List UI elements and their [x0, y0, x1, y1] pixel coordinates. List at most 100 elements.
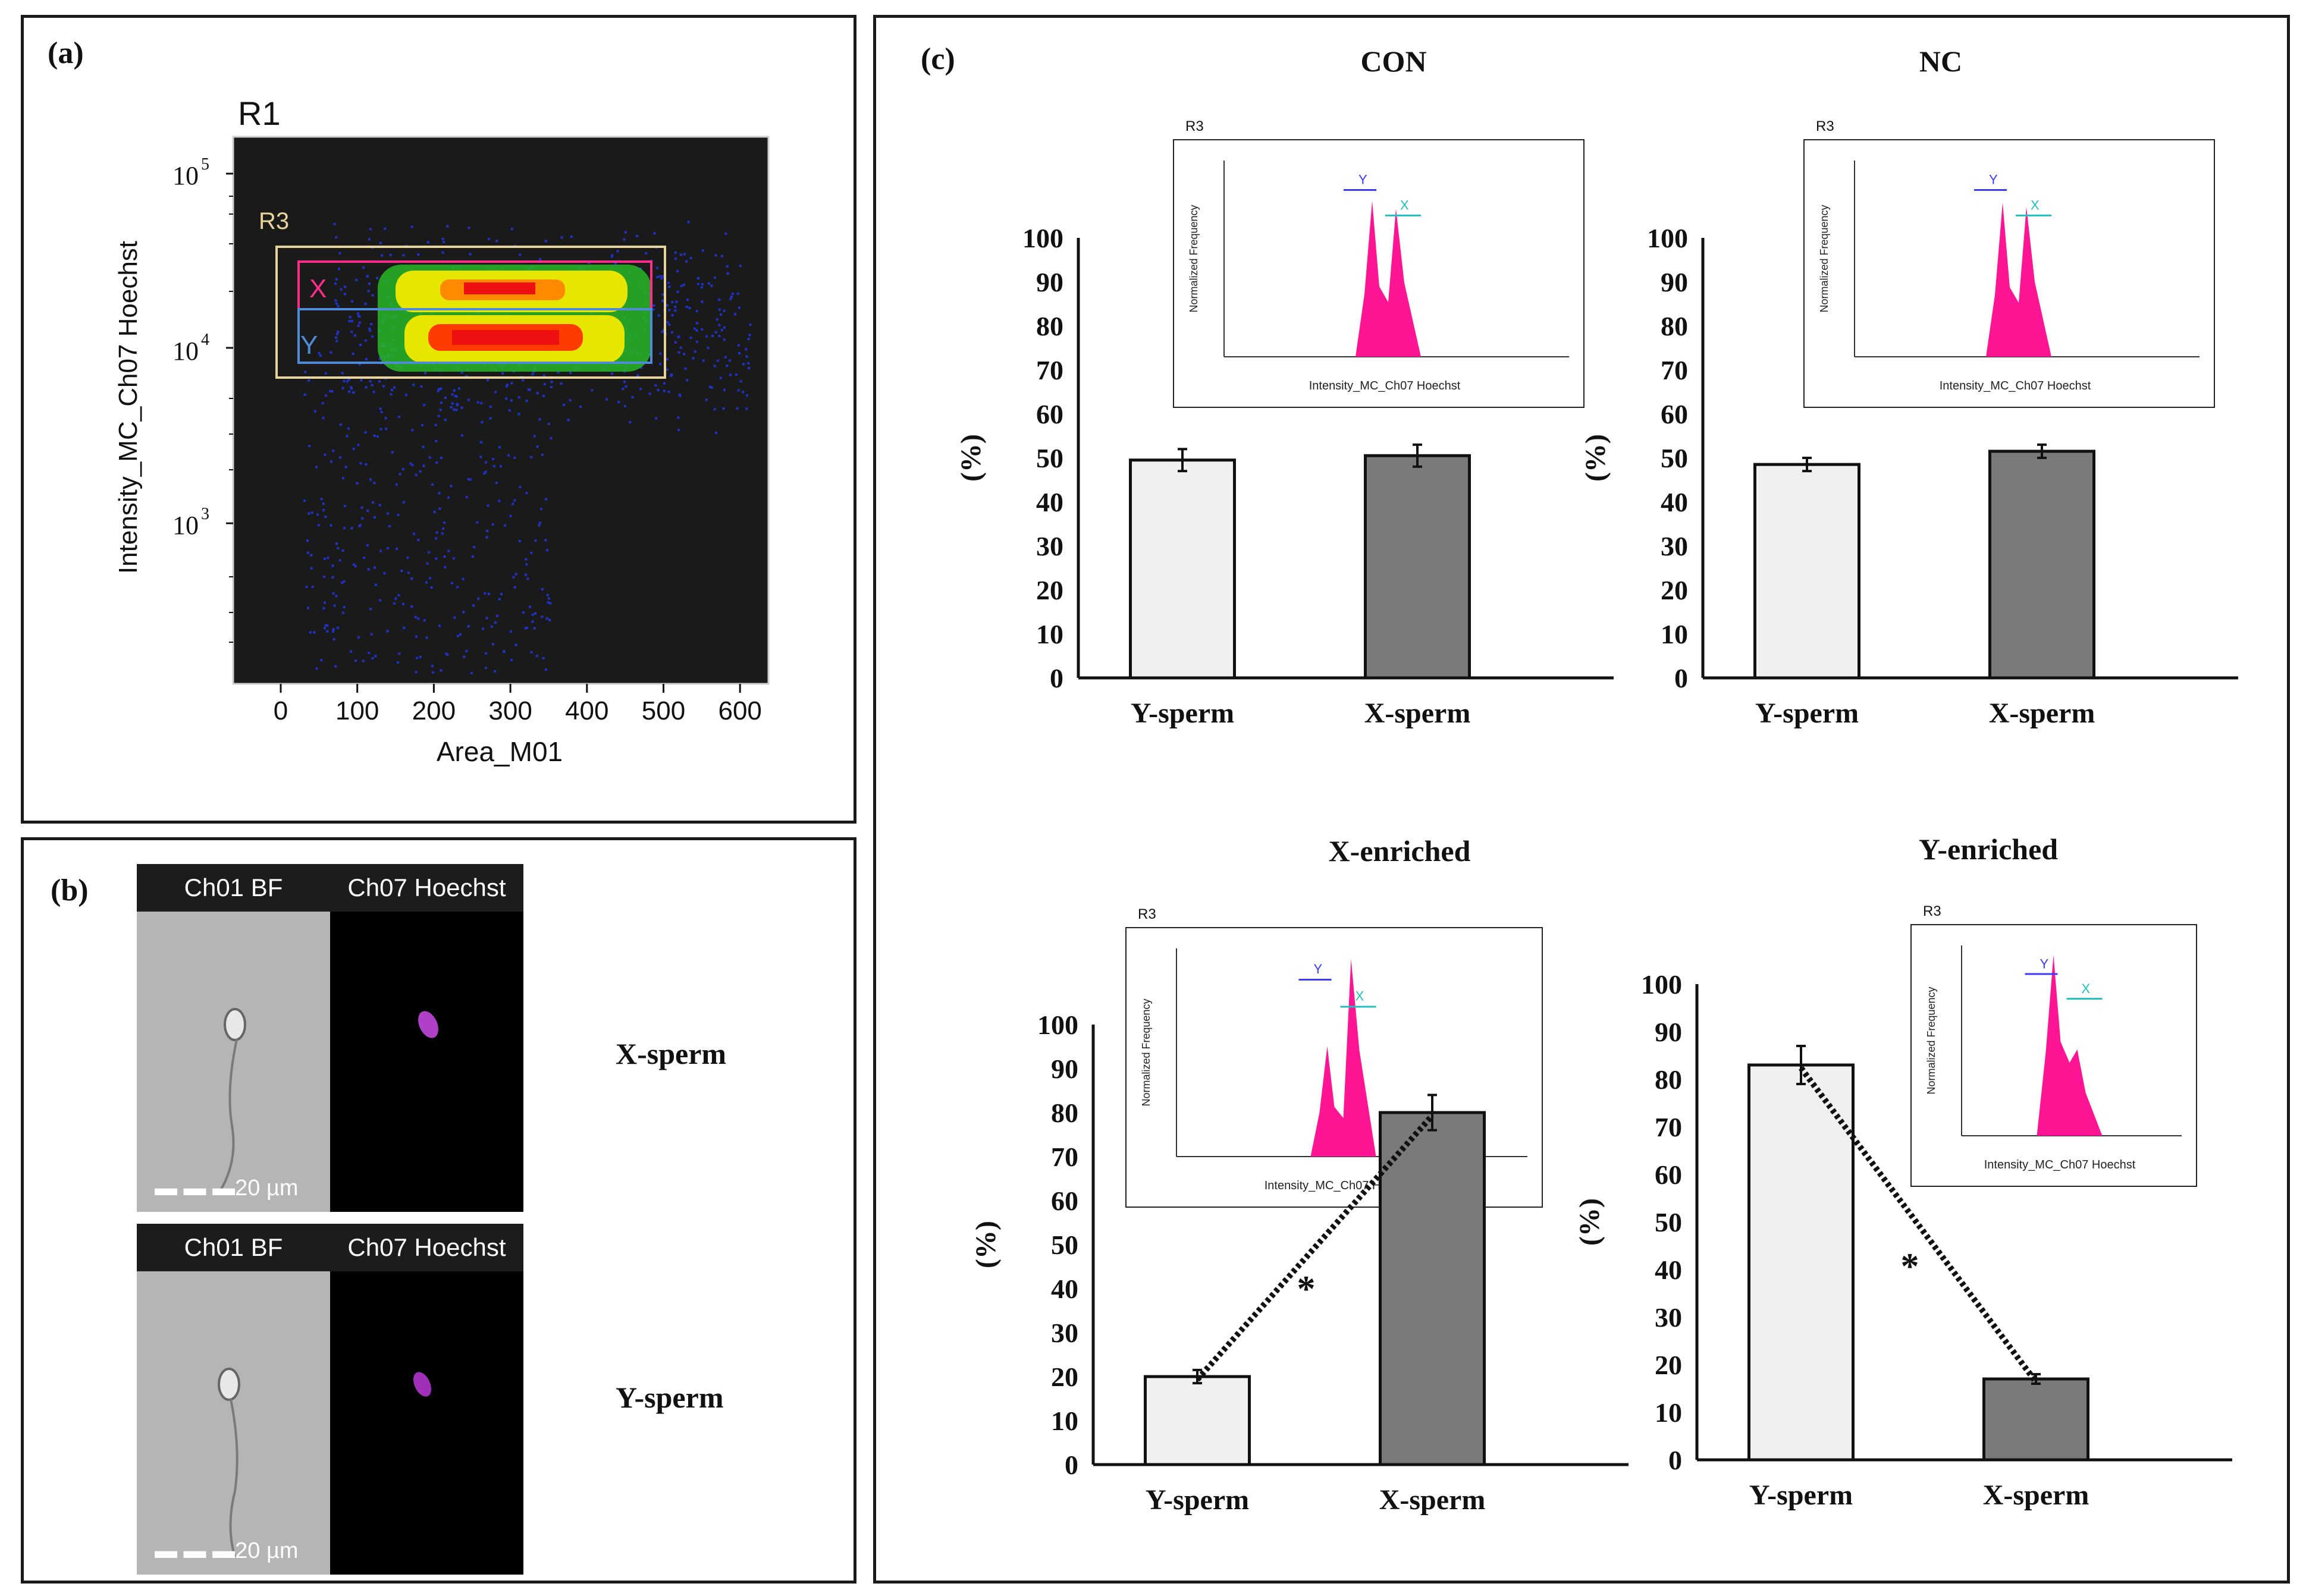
scatter-point: [382, 385, 385, 388]
scatter-point: [450, 485, 453, 488]
inset-x-label: Intensity_MC_Ch07 Hoechst: [1265, 1179, 1416, 1192]
histogram-area: [1310, 959, 1376, 1157]
scatter-point: [371, 384, 374, 387]
gate-y: [297, 308, 652, 364]
scatter-point: [350, 387, 353, 390]
scatter-point: [512, 576, 515, 579]
y-tick-label: 70: [1051, 1142, 1078, 1172]
scatter-point: [343, 580, 346, 583]
micrograph-header: Ch01 BF Ch07 Hoechst: [137, 864, 523, 912]
scatter-point: [517, 396, 520, 399]
scatter-point: [326, 630, 329, 633]
inset-gate-label: R3: [1138, 906, 1156, 922]
scatter-point: [307, 607, 310, 610]
scatter-point: [368, 282, 371, 285]
y-tick-label: 10: [1655, 1397, 1682, 1428]
y-tick-label: 20: [1655, 1350, 1682, 1380]
y-tick-label: 0: [1050, 663, 1063, 693]
scatter-point: [396, 548, 399, 551]
significance-marker: *: [1297, 1269, 1316, 1309]
scatter-point: [444, 418, 447, 421]
scatter-point: [304, 370, 307, 373]
scatter-point: [661, 299, 664, 302]
scatter-point: [379, 407, 382, 410]
scatter-point: [645, 252, 648, 255]
y-tick-label: 40: [1661, 487, 1688, 517]
scatter-point: [459, 633, 462, 636]
scatter-point: [686, 299, 689, 301]
scatter-point: [548, 618, 551, 621]
scatter-point: [366, 509, 369, 512]
scatter-point: [331, 564, 334, 567]
scatter-title: R1: [238, 95, 281, 132]
scatter-point: [689, 336, 692, 339]
scatter-point: [435, 557, 438, 560]
scatter-point: [437, 414, 440, 417]
scatter-point: [653, 232, 656, 235]
scatter-point: [652, 308, 655, 311]
inset-y-label: Normalized Frequency: [1188, 205, 1200, 312]
bar-chart: X-enriched R3 Intensity_MC_Ch07 Hoechst Nor…: [970, 834, 1629, 1516]
scatter-point: [668, 323, 671, 326]
scatter-point: [465, 649, 468, 652]
category-label: Y-sperm: [1146, 1484, 1249, 1516]
scatter-point: [433, 510, 436, 513]
y-tick-label: 30: [1036, 531, 1063, 561]
scatter-point: [636, 234, 639, 237]
scatter-point: [360, 379, 363, 382]
scatter-point: [659, 352, 662, 355]
scatter-point: [550, 436, 553, 439]
scatter-point: [456, 404, 459, 407]
scatter-point: [569, 371, 572, 374]
scatter-point: [379, 428, 382, 431]
scatter-point: [387, 546, 390, 549]
scatter-point: [544, 539, 547, 542]
scatter-point: [385, 428, 388, 431]
scatter-point: [444, 565, 447, 568]
scatter-point: [510, 659, 513, 662]
scatter-point: [500, 592, 503, 595]
hoechst-image: [330, 912, 523, 1212]
scatter-point: [336, 626, 339, 629]
scatter-point: [710, 284, 713, 287]
y-tick-label: 40: [1655, 1255, 1682, 1285]
scatter-point: [344, 466, 347, 469]
bar: [1988, 450, 2095, 680]
scatter-point: [412, 384, 415, 387]
inset-peak-x-label: X: [2031, 198, 2040, 213]
scatter-point: [441, 237, 444, 240]
scatter-point: [700, 286, 703, 289]
scatter-point: [738, 351, 741, 354]
scatter-point: [374, 516, 376, 519]
scatter-point: [350, 300, 353, 303]
y-tick-label: 100: [1641, 969, 1682, 1000]
scatter-point: [660, 277, 663, 280]
scatter-point: [728, 359, 731, 362]
scatter-point: [542, 374, 545, 377]
scatter-point: [463, 655, 466, 658]
scatter-point: [736, 407, 739, 410]
scatter-point: [338, 456, 341, 459]
scatter-point: [368, 327, 371, 330]
y-axis-label: (%): [1580, 434, 1611, 482]
scatter-point: [512, 502, 514, 505]
scatter-point: [309, 631, 312, 634]
scatter-point: [507, 454, 510, 457]
scatter-point: [373, 434, 376, 437]
scatter-point: [498, 446, 501, 449]
scatter-point: [749, 323, 752, 326]
scatter-point: [530, 455, 533, 458]
scatter-point: [684, 367, 687, 370]
scatter-point: [503, 650, 506, 653]
scatter-point: [534, 539, 537, 542]
panel-a: (a) R1 R3 X Y 10 5 10 4 10: [21, 15, 856, 824]
y-tick-label: 10: [1051, 1406, 1078, 1436]
scatter-point: [670, 373, 673, 376]
scatter-point: [446, 654, 449, 656]
scatter-point: [718, 335, 721, 338]
scatter-point: [341, 372, 344, 375]
scatter-point: [391, 451, 394, 454]
scatter-point: [395, 483, 398, 486]
scatter-point: [546, 549, 549, 552]
scatter-point: [714, 254, 717, 257]
